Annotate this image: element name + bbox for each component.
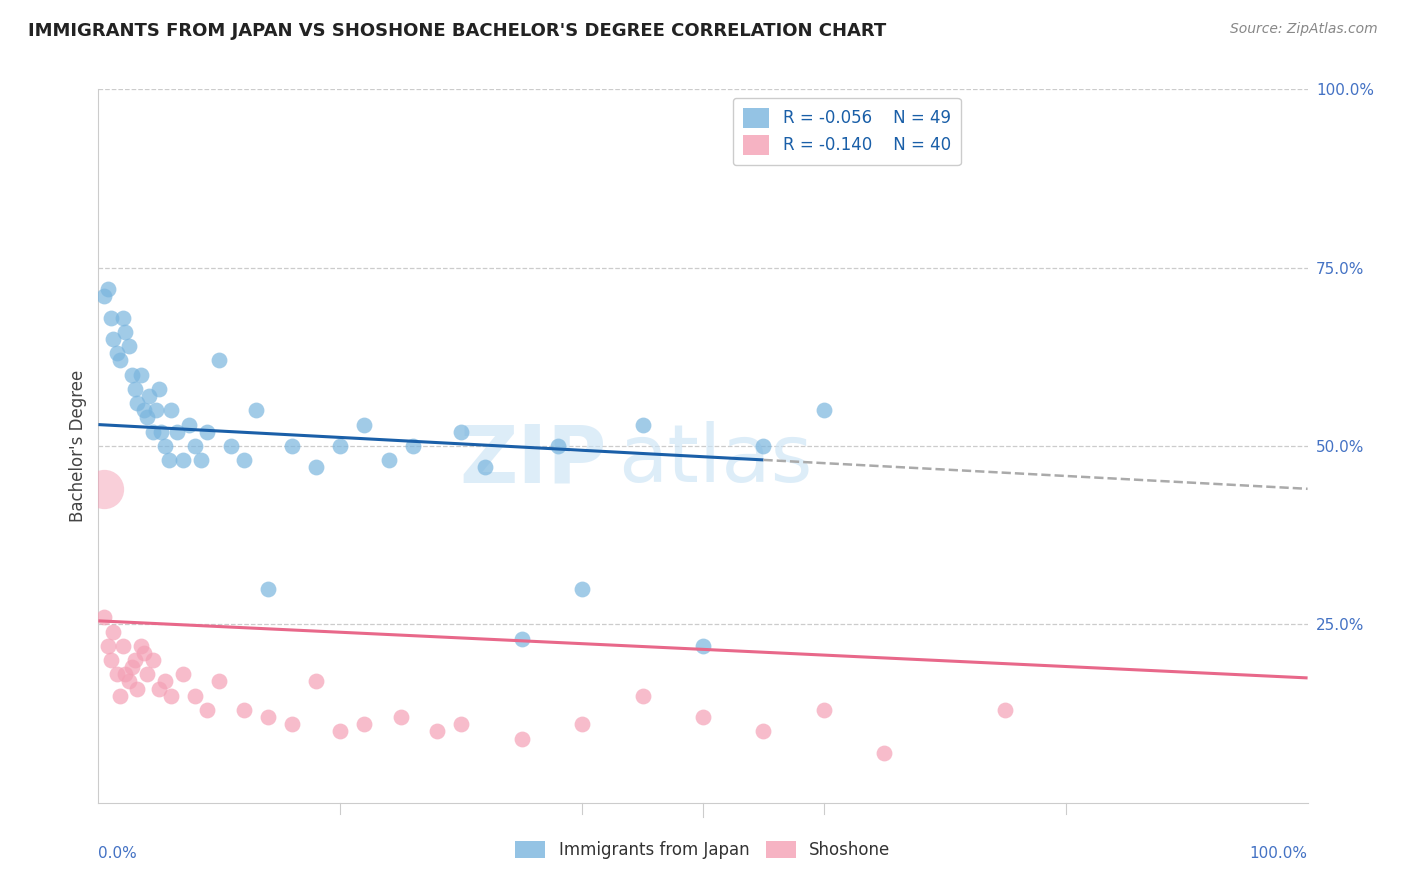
Point xyxy=(153,674,176,689)
Point xyxy=(108,353,131,368)
Point xyxy=(184,439,207,453)
Point xyxy=(305,674,328,689)
Point xyxy=(148,681,170,696)
Point xyxy=(450,425,472,439)
Point xyxy=(129,639,152,653)
Point xyxy=(245,403,267,417)
Point xyxy=(172,667,194,681)
Point xyxy=(305,460,328,475)
Point xyxy=(474,460,496,475)
Point xyxy=(121,660,143,674)
Point xyxy=(571,582,593,596)
Text: ZIP: ZIP xyxy=(458,421,606,500)
Point xyxy=(190,453,212,467)
Point xyxy=(547,439,569,453)
Text: Source: ZipAtlas.com: Source: ZipAtlas.com xyxy=(1230,22,1378,37)
Point xyxy=(121,368,143,382)
Point xyxy=(114,667,136,681)
Point xyxy=(184,689,207,703)
Point xyxy=(692,710,714,724)
Point xyxy=(353,417,375,432)
Point xyxy=(281,439,304,453)
Point xyxy=(510,731,533,746)
Point xyxy=(221,439,243,453)
Point xyxy=(208,674,231,689)
Point xyxy=(426,724,449,739)
Point xyxy=(813,703,835,717)
Point xyxy=(232,703,254,717)
Point xyxy=(145,403,167,417)
Point xyxy=(118,339,141,353)
Point xyxy=(329,439,352,453)
Point xyxy=(813,403,835,417)
Point xyxy=(105,346,128,360)
Point xyxy=(100,653,122,667)
Point xyxy=(134,646,156,660)
Point xyxy=(142,653,165,667)
Point xyxy=(101,624,124,639)
Point xyxy=(160,689,183,703)
Point xyxy=(329,724,352,739)
Point xyxy=(93,610,115,624)
Point xyxy=(135,410,157,425)
Point xyxy=(148,382,170,396)
Point xyxy=(100,310,122,325)
Point xyxy=(510,632,533,646)
Point xyxy=(631,417,654,432)
Point xyxy=(129,368,152,382)
Point xyxy=(179,417,201,432)
Text: 100.0%: 100.0% xyxy=(1250,846,1308,861)
Point xyxy=(153,439,176,453)
Point xyxy=(105,667,128,681)
Legend: R = -0.056    N = 49, R = -0.140    N = 40: R = -0.056 N = 49, R = -0.140 N = 40 xyxy=(733,97,960,165)
Point xyxy=(389,710,412,724)
Y-axis label: Bachelor's Degree: Bachelor's Degree xyxy=(69,370,87,522)
Point xyxy=(752,439,775,453)
Point xyxy=(281,717,304,731)
Text: 0.0%: 0.0% xyxy=(98,846,138,861)
Point xyxy=(124,382,146,396)
Point xyxy=(256,582,278,596)
Point xyxy=(93,482,115,496)
Point xyxy=(127,396,149,410)
Point xyxy=(111,639,134,653)
Point xyxy=(571,717,593,731)
Point xyxy=(127,681,149,696)
Point xyxy=(166,425,188,439)
Point xyxy=(142,425,165,439)
Point xyxy=(134,403,156,417)
Point xyxy=(450,717,472,731)
Point xyxy=(692,639,714,653)
Point xyxy=(135,667,157,681)
Point xyxy=(873,746,896,760)
Point xyxy=(97,639,120,653)
Point xyxy=(195,425,218,439)
Point xyxy=(752,724,775,739)
Point xyxy=(208,353,231,368)
Point xyxy=(101,332,124,346)
Point xyxy=(232,453,254,467)
Point xyxy=(118,674,141,689)
Text: IMMIGRANTS FROM JAPAN VS SHOSHONE BACHELOR'S DEGREE CORRELATION CHART: IMMIGRANTS FROM JAPAN VS SHOSHONE BACHEL… xyxy=(28,22,886,40)
Point xyxy=(160,403,183,417)
Point xyxy=(256,710,278,724)
Point xyxy=(111,310,134,325)
Point xyxy=(157,453,180,467)
Point xyxy=(994,703,1017,717)
Point xyxy=(150,425,173,439)
Point xyxy=(108,689,131,703)
Point xyxy=(195,703,218,717)
Point xyxy=(353,717,375,731)
Point xyxy=(172,453,194,467)
Point xyxy=(631,689,654,703)
Point xyxy=(114,325,136,339)
Point xyxy=(93,289,115,303)
Point xyxy=(402,439,425,453)
Point xyxy=(377,453,399,467)
Point xyxy=(97,282,120,296)
Text: atlas: atlas xyxy=(619,421,813,500)
Point xyxy=(138,389,160,403)
Point xyxy=(124,653,146,667)
